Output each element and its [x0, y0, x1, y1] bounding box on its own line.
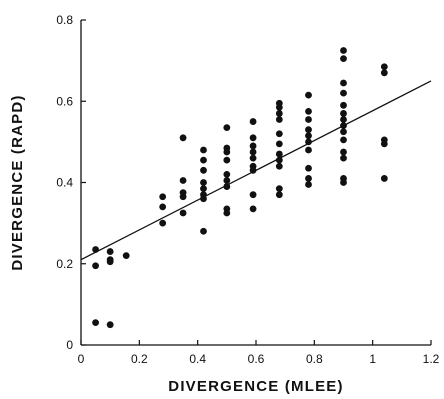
data-point: [106, 248, 114, 255]
y-tick-label: 0.2: [56, 257, 73, 271]
y-tick-label: 0.4: [56, 176, 73, 190]
data-point: [179, 177, 187, 184]
x-axis-title: DIVERGENCE (MLEE): [168, 378, 343, 395]
data-point: [305, 126, 312, 134]
data-point: [340, 47, 347, 54]
y-axis-title: DIVERGENCE (RAPD): [9, 94, 26, 270]
data-point: [200, 227, 207, 235]
data-point: [340, 116, 347, 123]
x-tick-label: 0.6: [248, 352, 265, 366]
data-point: [340, 179, 347, 186]
data-point: [223, 156, 231, 164]
data-point: [340, 101, 347, 109]
data-point: [249, 205, 257, 213]
data-point: [305, 108, 312, 115]
data-point: [249, 142, 257, 150]
data-point: [223, 183, 231, 190]
data-point: [92, 262, 99, 270]
x-tick-label: 0.2: [131, 352, 148, 366]
data-point: [275, 191, 283, 199]
data-point: [275, 140, 283, 148]
data-point: [122, 252, 130, 260]
data-point: [305, 146, 312, 154]
data-point: [249, 166, 257, 174]
data-point: [380, 69, 388, 77]
data-point: [275, 150, 283, 158]
data-point: [200, 146, 207, 154]
x-tick-label: 0.4: [189, 352, 206, 366]
axes: 0 0.2 0.4 0.6 0.8 1 1.2 0 0.2 0.4 0.6 0.8: [56, 13, 439, 366]
data-point: [200, 185, 207, 192]
data-point: [223, 177, 231, 184]
data-point: [340, 55, 347, 62]
data-point: [200, 179, 207, 186]
data-point: [92, 319, 99, 327]
data-point: [275, 162, 283, 170]
data-point: [340, 128, 347, 136]
data-point: [305, 175, 312, 182]
data-point: [179, 209, 187, 217]
data-point: [275, 156, 283, 164]
data-point: [275, 116, 283, 123]
data-point: [200, 156, 207, 164]
data-point: [159, 193, 167, 201]
data-point: [223, 209, 231, 217]
data-point: [340, 154, 347, 162]
data-point: [159, 219, 167, 227]
y-tick-label: 0.8: [56, 13, 73, 27]
plot-area: [80, 47, 432, 329]
data-point: [200, 166, 207, 174]
data-point: [305, 181, 312, 188]
x-tick-label: 1: [369, 352, 376, 366]
data-point: [92, 246, 99, 253]
data-point: [249, 154, 257, 162]
data-point: [223, 170, 231, 178]
data-point: [249, 191, 257, 199]
data-point: [275, 110, 283, 117]
data-point: [179, 134, 187, 142]
data-point: [305, 116, 312, 123]
y-tick-label: 0.6: [56, 94, 73, 108]
data-point: [223, 124, 231, 132]
data-point: [275, 185, 283, 192]
data-point: [340, 79, 347, 87]
data-point: [380, 140, 388, 148]
data-point: [380, 63, 388, 71]
data-point: [340, 110, 347, 117]
data-point: [305, 91, 312, 99]
data-point: [223, 148, 231, 156]
data-point: [179, 193, 187, 201]
data-point: [305, 164, 312, 172]
data-point: [305, 138, 312, 146]
data-point: [340, 122, 347, 130]
data-point: [249, 134, 257, 142]
data-point: [275, 103, 283, 111]
x-tick-label: 0: [78, 352, 85, 366]
data-point: [200, 195, 207, 203]
y-tick-label: 0: [66, 338, 73, 352]
x-tick-label: 1.2: [423, 352, 440, 366]
data-point: [340, 136, 347, 144]
data-point: [340, 148, 347, 156]
data-point: [249, 118, 257, 125]
x-tick-label: 0.8: [306, 352, 323, 366]
data-point: [275, 130, 283, 138]
data-point: [340, 89, 347, 97]
data-point: [249, 148, 257, 156]
data-point: [305, 132, 312, 140]
data-point: [159, 203, 167, 211]
data-point: [106, 258, 114, 266]
data-point: [380, 175, 388, 182]
data-point: [106, 321, 114, 329]
